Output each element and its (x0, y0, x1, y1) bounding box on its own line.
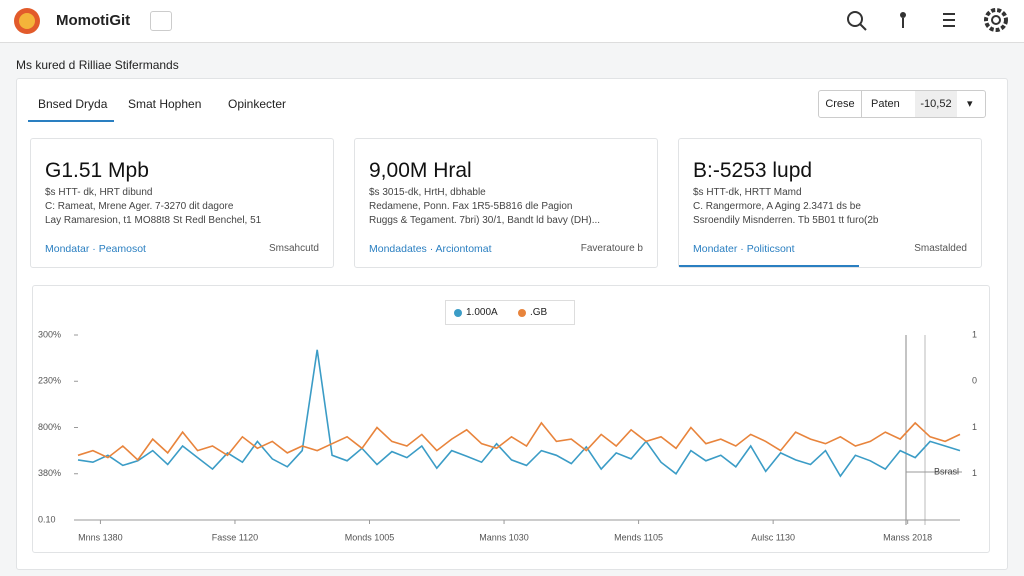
user-icon[interactable] (900, 12, 906, 28)
card-line: $s HTT-dk, HRTT Mamd (693, 187, 802, 198)
card-menu[interactable]: Smastalded (914, 243, 967, 254)
card-line: Lay Ramaresion, t1 MO88t8 St Redl Benche… (45, 215, 262, 226)
card-title: G1.51 Mpb (45, 159, 149, 182)
x-tick-label: Fasse 1120 (212, 532, 258, 542)
search-icon[interactable] (847, 11, 867, 31)
select[interactable]: -10,52 (915, 91, 957, 117)
y-tick-label: 380% (38, 468, 61, 478)
x-tick-label: Monds 1005 (345, 532, 395, 542)
card-line: C. Rangermore, A Aging 2.3471 ds be (693, 201, 861, 212)
card: B:-5253 lupd $s HTT-dk, HRTT Mamd C. Range… (678, 138, 982, 268)
y-tick-label: 800% (38, 422, 61, 432)
series-line (77, 421, 961, 462)
legend-label: .GB (530, 307, 548, 318)
card-line: $s HTT- dk, HRT dibund (45, 187, 153, 198)
x-tick-label: Mnns 1380 (78, 532, 123, 542)
y2-tick-label: 1 (972, 468, 977, 478)
badge[interactable] (150, 11, 172, 31)
x-tick-label: Aulsc 1130 (751, 532, 795, 542)
card-line: Redamene, Ponn. Fax 1R5-5B816 dle Pagion (369, 201, 573, 212)
toolbar-icons (847, 8, 1008, 32)
tab[interactable]: Smat Hophen (128, 97, 202, 111)
card-title: B:-5253 lupd (693, 159, 813, 182)
breadcrumb: Ms kured d Rilliae Stifermands (16, 58, 179, 72)
logo (14, 8, 40, 34)
y-tick-label: 300% (38, 329, 61, 339)
legend-item[interactable]: .GB (518, 301, 547, 324)
x-tick-label: Mends 1105 (614, 532, 663, 542)
controls: Crese Paten -10,52 ▾ (818, 90, 986, 118)
y2-tick-label: 1 (972, 329, 977, 339)
chart-panel (32, 285, 990, 553)
button[interactable]: Crese (819, 91, 862, 117)
card-link[interactable]: Mondatar · Peamosot (45, 243, 146, 255)
legend-swatch (518, 308, 526, 317)
select-label: Paten (871, 98, 900, 110)
card-menu[interactable]: Faveratoure b (580, 243, 643, 254)
series-line (77, 349, 961, 478)
card-line: Ruggs & Tegament. 7bri) 30/1, Bandt ld b… (369, 215, 601, 226)
annotation: Bsrasl (934, 466, 959, 476)
card-link[interactable]: Mondater · Politicsont (693, 243, 795, 255)
legend-swatch (454, 308, 462, 317)
card-title: 9,00M Hral (369, 159, 472, 182)
card-link[interactable]: Mondadates · Arciontomat (369, 243, 492, 255)
card-line: Ssroendily Misnderren. Tb 5B01 tt furo(2… (693, 215, 879, 226)
tab[interactable]: Opinkecter (228, 97, 287, 111)
settings-icon[interactable] (984, 8, 1008, 32)
menu-icon[interactable] (943, 13, 955, 27)
header: MomotiGit (0, 0, 1024, 43)
card-underline (679, 265, 859, 267)
y2-tick-label: 1 (972, 422, 977, 432)
legend-label: 1.000A (466, 307, 498, 318)
y-tick-label: 0.10 (38, 514, 56, 524)
card-line: C: Rameat, Mrene Ager. 7-3270 dit dagore (45, 201, 234, 212)
card: 9,00M Hral $s 3015-dk, HrtH, dbhable Redam… (354, 138, 658, 268)
card-line: $s 3015-dk, HrtH, dbhable (369, 187, 486, 198)
legend: 1.000A .GB (445, 300, 575, 325)
x-tick-label: Manss 2018 (883, 532, 932, 542)
x-tick-label: Manns 1030 (479, 532, 529, 542)
app-title: MomotiGit (56, 12, 131, 29)
y-tick-label: 230% (38, 376, 61, 386)
tab-indicator (28, 120, 114, 122)
dropdown-arrow[interactable]: ▾ (967, 98, 973, 110)
y2-tick-label: 0 (972, 376, 977, 386)
legend-item[interactable]: 1.000A (454, 301, 498, 324)
card-menu[interactable]: Smsahcutd (268, 243, 319, 254)
card: G1.51 Mpb $s HTT- dk, HRT dibund C: Rameat… (30, 138, 334, 268)
tab[interactable]: Bnsed Dryda (38, 97, 108, 111)
